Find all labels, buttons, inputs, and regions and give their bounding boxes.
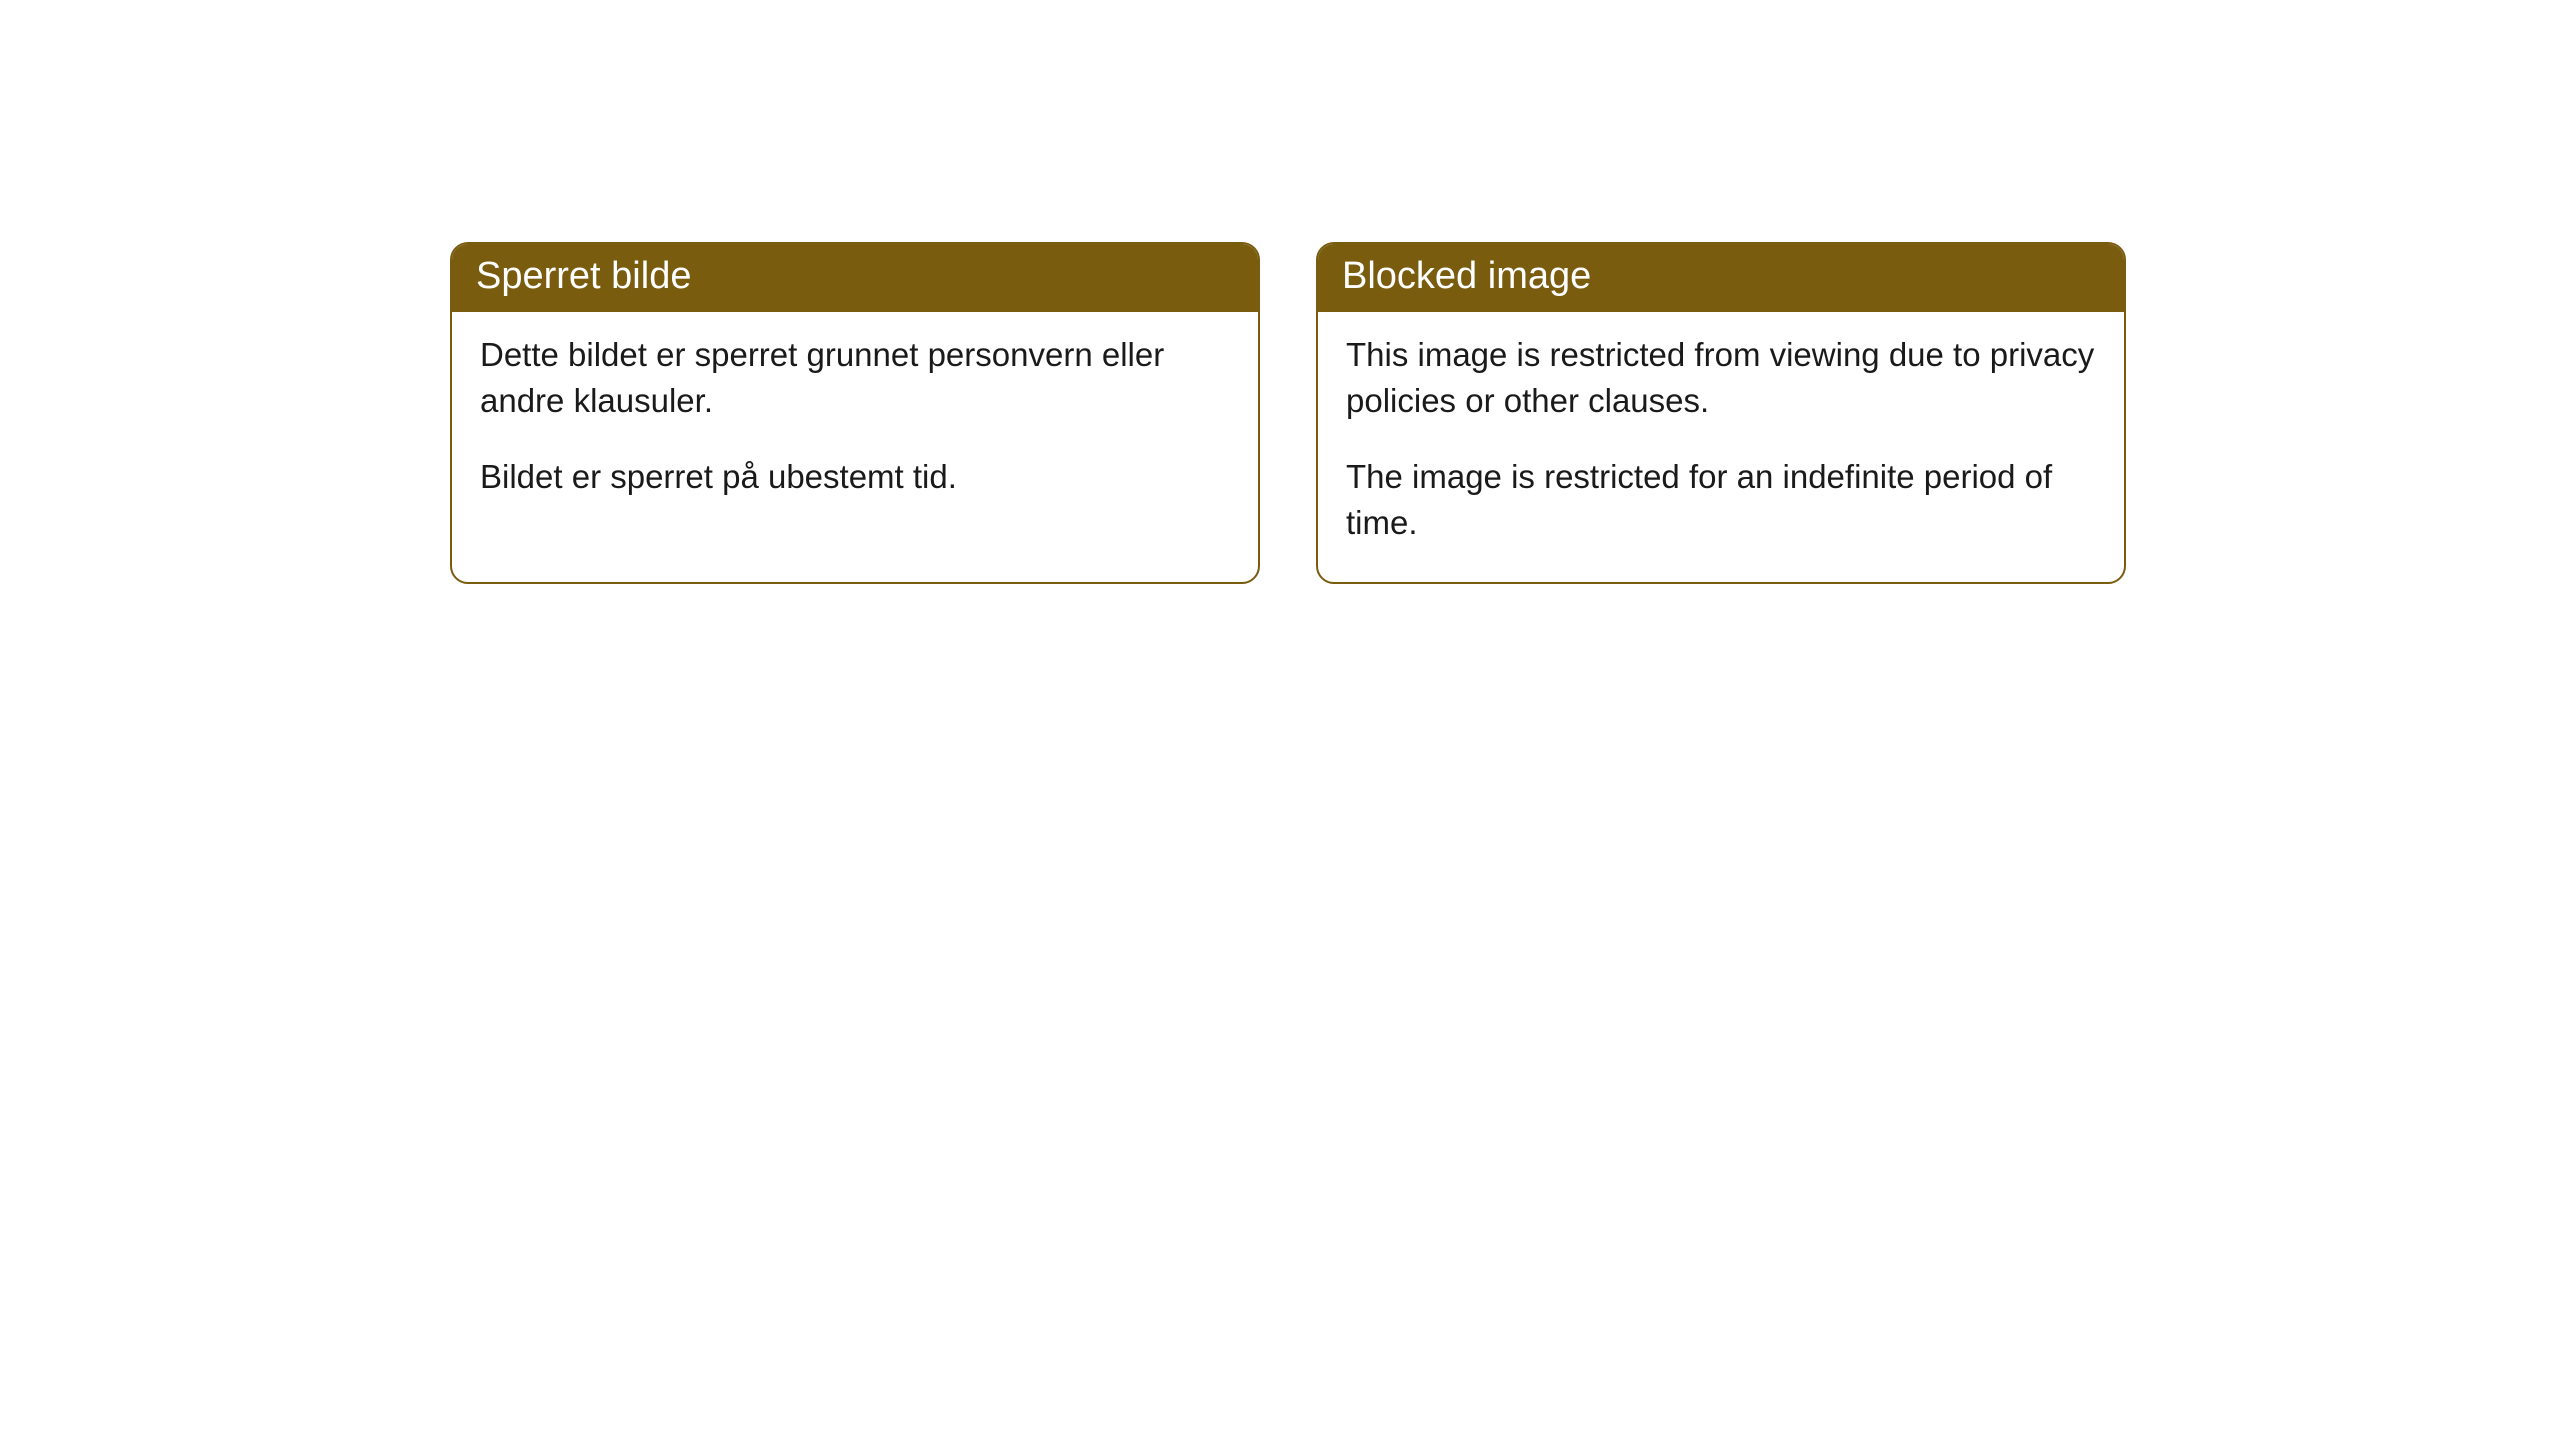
cards-container: Sperret bilde Dette bildet er sperret gr… (450, 242, 2126, 584)
card-body-norwegian: Dette bildet er sperret grunnet personve… (452, 312, 1258, 537)
blocked-image-card-english: Blocked image This image is restricted f… (1316, 242, 2126, 584)
card-paragraph-2-norwegian: Bildet er sperret på ubestemt tid. (480, 454, 1230, 500)
card-paragraph-2-english: The image is restricted for an indefinit… (1346, 454, 2096, 546)
card-paragraph-1-english: This image is restricted from viewing du… (1346, 332, 2096, 424)
card-header-english: Blocked image (1318, 244, 2124, 312)
card-paragraph-1-norwegian: Dette bildet er sperret grunnet personve… (480, 332, 1230, 424)
card-body-english: This image is restricted from viewing du… (1318, 312, 2124, 583)
blocked-image-card-norwegian: Sperret bilde Dette bildet er sperret gr… (450, 242, 1260, 584)
card-header-norwegian: Sperret bilde (452, 244, 1258, 312)
